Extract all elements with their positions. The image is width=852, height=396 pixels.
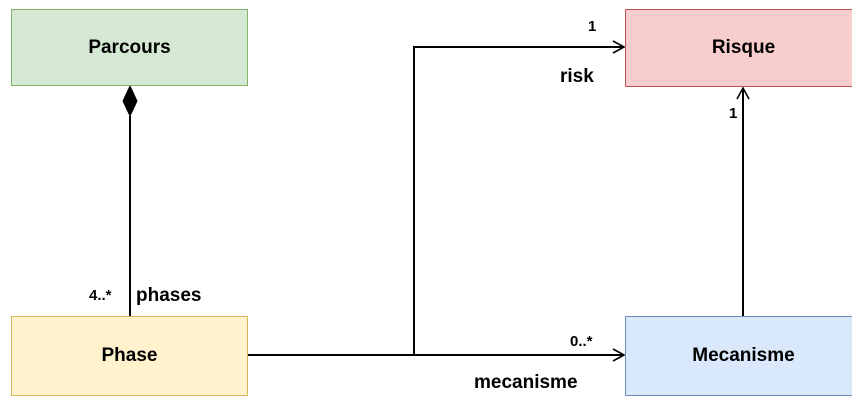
phase-risque-line (413, 40, 626, 355)
class-name: Mecanisme (692, 345, 795, 366)
class-name: Parcours (88, 36, 171, 58)
multiplicity-label-risk: 1 (588, 18, 597, 35)
class-name: Phase (101, 345, 158, 366)
role-label-mecanisme: mecanisme (474, 372, 578, 393)
role-label-phases: phases (136, 285, 202, 306)
composition-diamond-icon (122, 84, 138, 118)
role-label-risk: risk (560, 66, 594, 87)
class-box-phase[interactable]: Phase (11, 316, 248, 396)
multiplicity-label-phases: 4..* (89, 287, 112, 304)
class-box-risque[interactable]: Risque (625, 9, 852, 87)
class-box-mecanisme[interactable]: Mecanisme (625, 316, 852, 396)
class-name: Risque (711, 37, 776, 58)
multiplicity-label-mecanisme: 0..* (570, 333, 593, 350)
multiplicity-label-mecanisme-risque: 1 (729, 105, 738, 122)
class-box-parcours[interactable]: Parcours (11, 9, 248, 86)
